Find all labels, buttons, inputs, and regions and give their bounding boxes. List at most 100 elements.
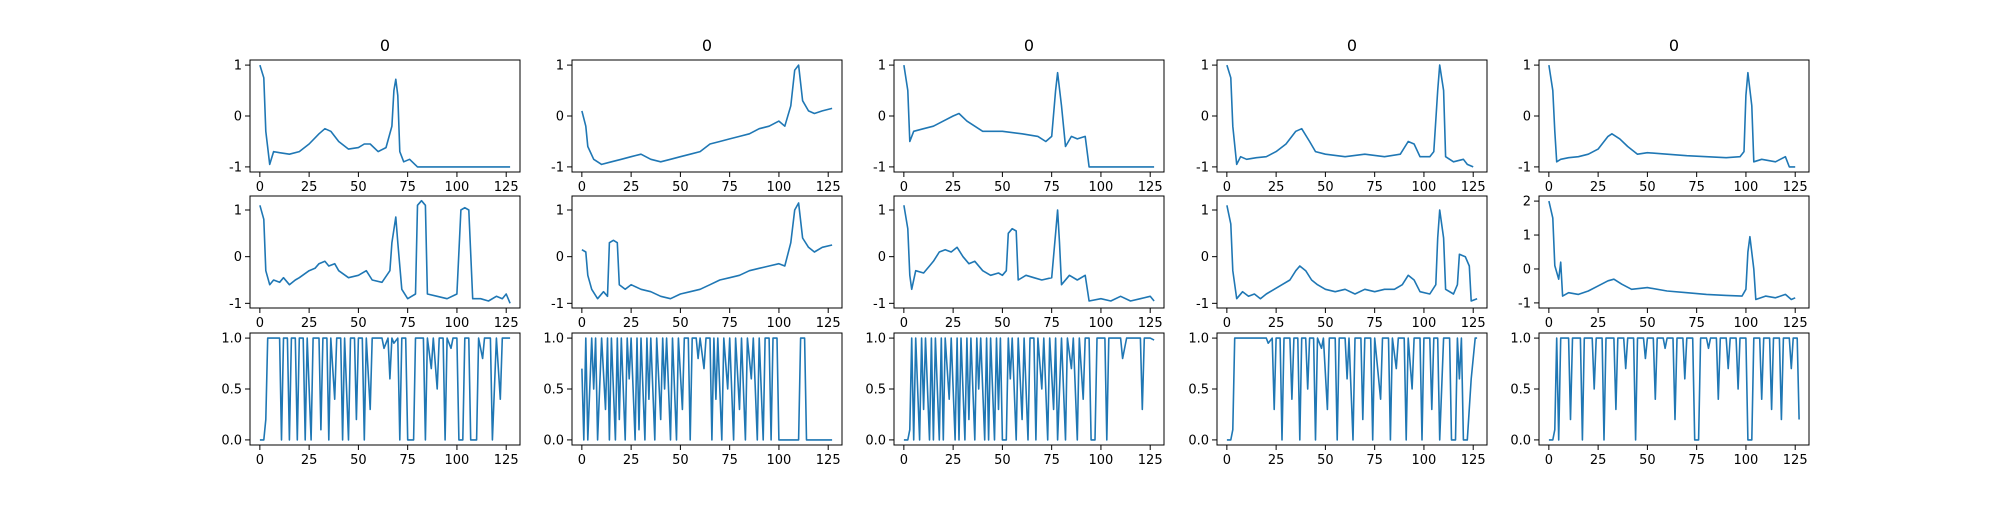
subplot-r2c3-ytick-label: 0.5 [1188, 383, 1209, 398]
subplot-r2c1-xtick-label: 125 [816, 453, 841, 468]
subplot-r1c0-ytick-label: 0 [234, 250, 242, 265]
subplot-r2c0-xtick-label: 50 [350, 453, 367, 468]
subplot-r1c3-series-line [1226, 205, 1478, 302]
subplot-r2c3-xtick-label: 75 [1366, 453, 1383, 468]
subplot-r2c3-xtick-label: 0 [1223, 453, 1231, 468]
subplot-r1c1-xtick-label: 75 [721, 316, 738, 331]
subplot-r0c0-xtick-label: 50 [350, 180, 367, 195]
subplot-r2c0-series-line [259, 337, 511, 441]
subplot-r1c0-xtick-label: 75 [399, 316, 416, 331]
subplot-r0c3-ytick-label: 0 [1201, 110, 1209, 125]
subplot-r0c3-ytick-label: 1 [1201, 59, 1209, 74]
subplot-r0c3-ytick-label: -1 [1196, 160, 1209, 175]
column-title-0: 0 [380, 36, 390, 55]
subplot-r1c3-xtick-label: 0 [1223, 316, 1231, 331]
subplot-r0c4-series-line [1548, 64, 1796, 168]
subplot-r0c1-xtick-label: 50 [672, 180, 689, 195]
subplot-r0c0-xtick-label: 125 [494, 180, 519, 195]
subplot-r2c4-xtick-label: 50 [1639, 453, 1656, 468]
subplot-r0c0-series-line [259, 64, 511, 168]
subplot-r2c0-xtick-label: 0 [256, 453, 264, 468]
subplot-r1c2-xtick-label: 25 [945, 316, 962, 331]
subplot-r0c2-xtick-label: 75 [1043, 180, 1060, 195]
subplot-r1c4: 0 25 50 75 100 125 -1 0 1 2 [1518, 195, 1810, 331]
subplot-r1c4-xtick-label: 75 [1688, 316, 1705, 331]
subplot-r2c3-xtick-label: 100 [1412, 453, 1437, 468]
subplot-r0c3-xtick-label: 125 [1461, 180, 1486, 195]
subplot-r2c1-xtick-label: 25 [623, 453, 640, 468]
subplot-r1c1-series-line [581, 202, 833, 300]
subplot-r0c0-axes-frame [249, 59, 521, 173]
subplot-r1c0-ytick-label: -1 [229, 297, 242, 312]
subplot-r1c0-series-line [259, 199, 511, 304]
subplot-r2c3: 0 25 50 75 100 125 0.0 0.5 1.0 [1188, 332, 1488, 468]
subplot-r0c3-series-line [1226, 64, 1474, 168]
subplot-r1c2-xtick-label: 50 [994, 316, 1011, 331]
subplot-r2c2-xtick-label: 100 [1089, 453, 1114, 468]
column-title-3: 0 [1347, 36, 1357, 55]
subplot-r0c3-xtick-label: 75 [1366, 180, 1383, 195]
subplot-r1c1-xtick-label: 125 [816, 316, 841, 331]
subplot-r0c1-xtick-label: 75 [721, 180, 738, 195]
subplot-r1c2-xtick-label: 100 [1089, 316, 1114, 331]
subplot-r0c1-xtick-label: 125 [816, 180, 841, 195]
subplot-r1c1-ytick-label: 1 [556, 204, 564, 219]
subplot-r1c0-ytick-label: 1 [234, 204, 242, 219]
subplot-r1c4-xtick-label: 0 [1545, 316, 1553, 331]
subplot-r0c4-ytick-label: 1 [1523, 59, 1531, 74]
subplot-r2c2-ytick-label: 1.0 [865, 332, 886, 347]
subplot-r2c1: 0 25 50 75 100 125 0.0 0.5 1.0 [543, 332, 843, 468]
subplot-r0c1: 0 25 50 75 100 125 -1 0 1 [551, 59, 843, 195]
subplot-r1c3-xtick-label: 75 [1366, 316, 1383, 331]
subplot-r2c4-ytick-label: 0.5 [1510, 383, 1531, 398]
subplot-r1c4-series-line [1548, 200, 1796, 301]
subplot-r1c2-axes-frame [893, 195, 1165, 309]
subplot-r2c3-xtick-label: 25 [1268, 453, 1285, 468]
subplot-r1c3-xtick-label: 100 [1412, 316, 1437, 331]
subplot-r2c2-xtick-label: 75 [1043, 453, 1060, 468]
subplot-r2c3-xtick-label: 125 [1461, 453, 1486, 468]
subplot-r1c0-xtick-label: 100 [445, 316, 470, 331]
subplot-r1c4-ytick-label: 1 [1523, 229, 1531, 244]
subplot-r1c2-ytick-label: 1 [878, 204, 886, 219]
subplot-r1c2-xtick-label: 75 [1043, 316, 1060, 331]
subplot-r1c0-xtick-label: 0 [256, 316, 264, 331]
subplot-r0c1-ytick-label: 1 [556, 59, 564, 74]
subplot-r1c2-xtick-label: 0 [900, 316, 908, 331]
subplot-r0c4-ytick-label: -1 [1518, 160, 1531, 175]
subplot-r2c4: 0 25 50 75 100 125 0.0 0.5 1.0 [1510, 332, 1810, 468]
subplot-r0c2-series-line [903, 64, 1155, 168]
subplot-r1c2-ytick-label: -1 [873, 297, 886, 312]
subplot-r2c2-ytick-label: 0.5 [865, 383, 886, 398]
subplot-r2c4-xtick-label: 75 [1688, 453, 1705, 468]
subplot-r1c1-axes-frame [571, 195, 843, 309]
subplot-r1c3-xtick-label: 125 [1461, 316, 1486, 331]
subplot-r1c0-xtick-label: 125 [494, 316, 519, 331]
subplot-r2c4-xtick-label: 25 [1590, 453, 1607, 468]
subplot-r1c4-xtick-label: 100 [1734, 316, 1759, 331]
subplot-r0c3-xtick-label: 50 [1317, 180, 1334, 195]
subplot-r1c4-ytick-label: 2 [1523, 195, 1531, 210]
subplot-r0c0-ytick-label: -1 [229, 160, 242, 175]
subplot-r2c2-xtick-label: 125 [1138, 453, 1163, 468]
subplot-r2c3-xtick-label: 50 [1317, 453, 1334, 468]
subplot-r1c0-xtick-label: 25 [301, 316, 318, 331]
subplot-r0c2-ytick-label: 1 [878, 59, 886, 74]
subplot-r0c4-xtick-label: 100 [1734, 180, 1759, 195]
subplot-r0c2: 0 25 50 75 100 125 -1 0 1 [873, 59, 1165, 195]
subplot-r1c3-axes-frame [1216, 195, 1488, 309]
subplot-r0c1-ytick-label: 0 [556, 110, 564, 125]
subplot-r0c3-xtick-label: 0 [1223, 180, 1231, 195]
subplot-r2c2-ytick-label: 0.0 [865, 433, 886, 448]
subplot-r1c1: 0 25 50 75 100 125 -1 0 1 [551, 195, 843, 331]
subplot-r2c3-series-line [1226, 337, 1478, 441]
subplot-r0c0-xtick-label: 0 [256, 180, 264, 195]
subplot-r2c0: 0 25 50 75 100 125 0.0 0.5 1.0 [221, 332, 521, 468]
subplot-r0c1-xtick-label: 100 [767, 180, 792, 195]
subplot-r1c2-xtick-label: 125 [1138, 316, 1163, 331]
subplot-r0c3-xtick-label: 25 [1268, 180, 1285, 195]
subplot-r0c4-xtick-label: 75 [1688, 180, 1705, 195]
subplot-r2c1-ytick-label: 0.5 [543, 383, 564, 398]
